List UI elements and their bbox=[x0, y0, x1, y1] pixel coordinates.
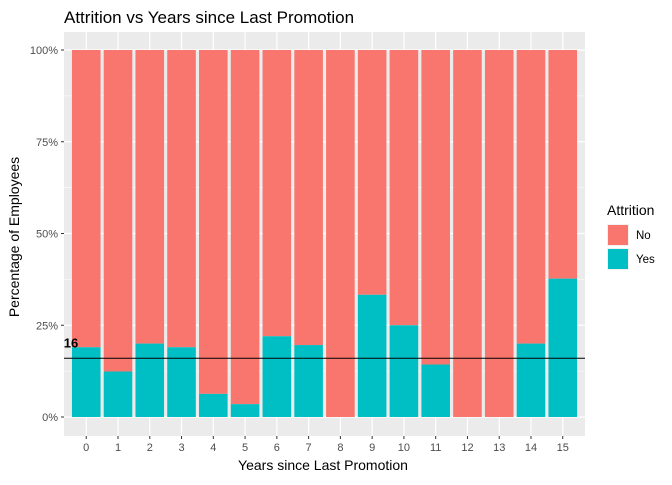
bar-no-5 bbox=[230, 50, 260, 405]
y-tick-label: 100% bbox=[30, 45, 58, 57]
legend-swatch-no bbox=[608, 225, 628, 245]
x-tick-label: 9 bbox=[369, 442, 375, 454]
y-axis-title: Percentage of Employees bbox=[6, 157, 22, 317]
legend-title: Attrition bbox=[607, 202, 654, 218]
bar-yes-11 bbox=[421, 364, 450, 417]
bars bbox=[71, 50, 578, 417]
bar-no-14 bbox=[516, 50, 546, 344]
y-tick-label: 0% bbox=[42, 412, 58, 424]
x-tick-label: 0 bbox=[83, 442, 89, 454]
legend-label-yes: Yes bbox=[636, 254, 655, 266]
bar-no-10 bbox=[389, 50, 419, 326]
x-tick-label: 13 bbox=[493, 442, 505, 454]
reference-line-label: 16 bbox=[64, 335, 78, 350]
x-tick-label: 3 bbox=[178, 442, 184, 454]
x-tick-label: 10 bbox=[398, 442, 410, 454]
legend: Attrition No Yes bbox=[607, 202, 655, 270]
legend-swatch-yes bbox=[608, 249, 628, 269]
bar-yes-6 bbox=[262, 336, 292, 417]
bar-yes-15 bbox=[548, 278, 578, 417]
x-axis-title: Years since Last Promotion bbox=[238, 457, 408, 473]
x-tick-label: 12 bbox=[461, 442, 473, 454]
x-tick-label: 4 bbox=[210, 442, 216, 454]
reference-line-group: 16 bbox=[64, 335, 585, 359]
bar-no-3 bbox=[167, 50, 196, 348]
bar-no-0 bbox=[71, 50, 101, 348]
bar-no-8 bbox=[326, 50, 355, 417]
bar-yes-3 bbox=[167, 347, 196, 417]
x-tick-label: 14 bbox=[525, 442, 537, 454]
bar-no-2 bbox=[135, 50, 165, 344]
bar-yes-9 bbox=[357, 294, 387, 417]
bar-no-11 bbox=[421, 50, 450, 365]
bar-yes-1 bbox=[103, 371, 133, 417]
bar-yes-7 bbox=[294, 345, 323, 417]
x-tick-label: 1 bbox=[115, 442, 121, 454]
x-tick-label: 2 bbox=[147, 442, 153, 454]
legend-label-no: No bbox=[636, 230, 651, 242]
bar-no-6 bbox=[262, 50, 292, 337]
bar-no-12 bbox=[453, 50, 482, 417]
y-tick-label: 50% bbox=[36, 229, 58, 241]
bar-yes-5 bbox=[230, 404, 260, 417]
bar-no-9 bbox=[357, 50, 387, 295]
chart-title: Attrition vs Years since Last Promotion bbox=[64, 8, 354, 27]
bar-no-7 bbox=[294, 50, 323, 346]
x-tick-label: 8 bbox=[337, 442, 343, 454]
x-tick-label: 7 bbox=[306, 442, 312, 454]
y-tick-label: 75% bbox=[36, 137, 58, 149]
bar-no-1 bbox=[103, 50, 133, 372]
bar-yes-0 bbox=[71, 347, 101, 417]
x-tick-label: 15 bbox=[557, 442, 569, 454]
x-tick-label: 5 bbox=[242, 442, 248, 454]
y-axis: 0% 25% 50% 75% 100% bbox=[30, 45, 64, 424]
bar-yes-14 bbox=[516, 343, 546, 417]
bar-no-4 bbox=[199, 50, 228, 394]
y-tick-label: 25% bbox=[36, 320, 58, 332]
x-tick-label: 6 bbox=[274, 442, 280, 454]
bar-no-13 bbox=[484, 50, 514, 417]
bar-yes-2 bbox=[135, 343, 165, 417]
bar-no-15 bbox=[548, 50, 578, 279]
x-axis: 0 1 2 3 4 5 6 7 8 9 10 11 12 13 14 15 bbox=[83, 436, 569, 454]
x-tick-label: 11 bbox=[430, 442, 441, 454]
bar-yes-10 bbox=[389, 325, 419, 417]
bar-yes-4 bbox=[199, 393, 228, 417]
